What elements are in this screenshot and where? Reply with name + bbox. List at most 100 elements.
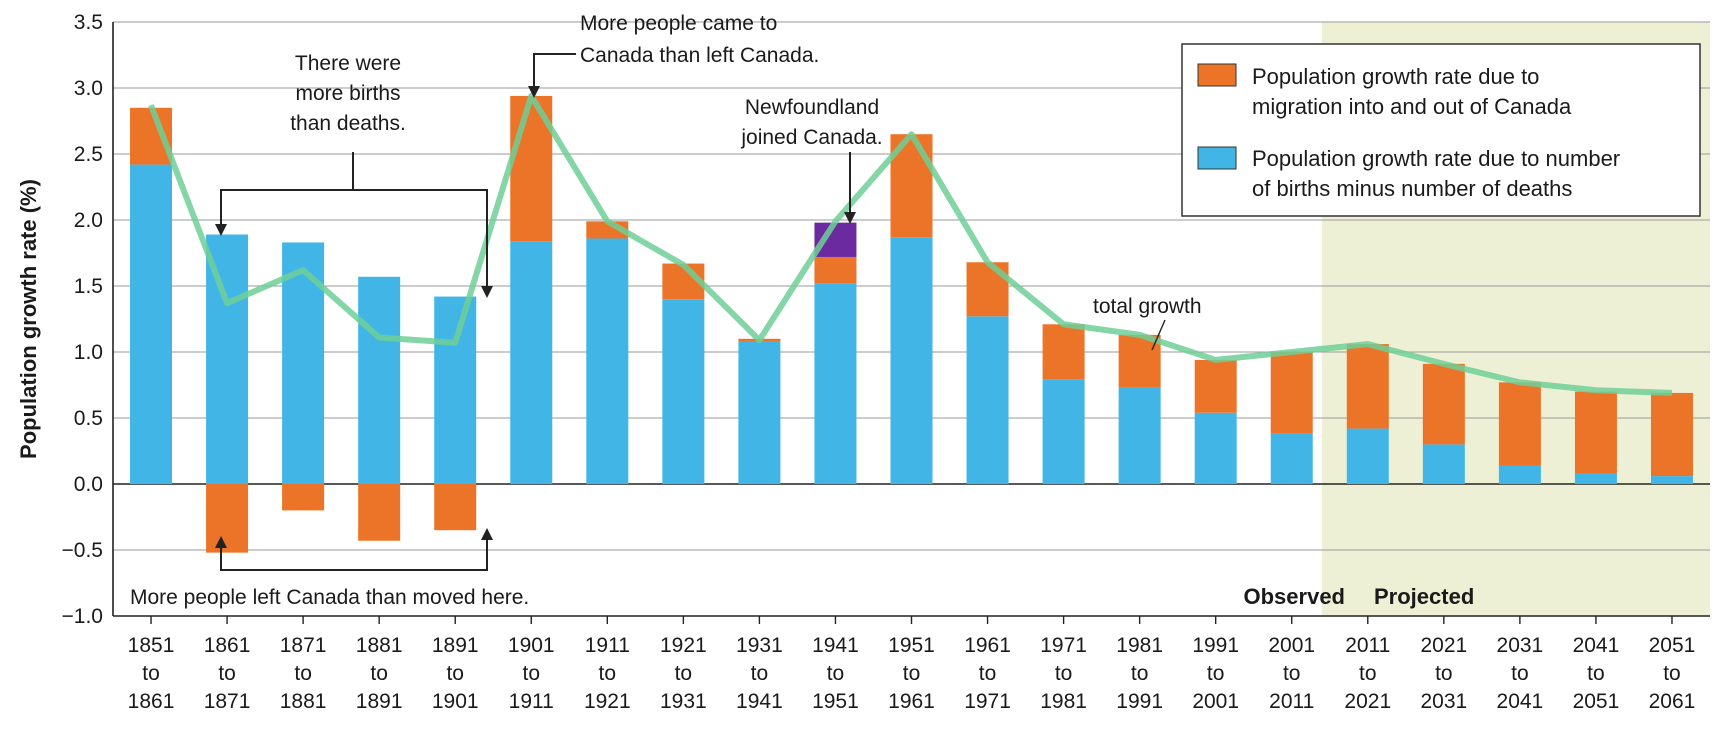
bar-natural-increase xyxy=(130,164,173,484)
annotation-arrowhead xyxy=(481,528,493,540)
y-tick-label: 3.5 xyxy=(74,11,103,34)
x-tick-label: to xyxy=(294,662,312,685)
annotation-arrowhead xyxy=(528,86,540,98)
x-tick-label: 1911 xyxy=(585,634,630,657)
x-tick-label: 1941 xyxy=(736,690,783,713)
bar-natural-increase xyxy=(1574,473,1617,484)
bar-migration xyxy=(282,484,325,511)
x-tick-label: 1951 xyxy=(888,634,935,657)
legend-label-migration: migration into and out of Canada xyxy=(1252,94,1572,119)
x-tick-label: to xyxy=(1207,662,1225,685)
x-tick-label: to xyxy=(1435,662,1453,685)
x-tick-label: 2011 xyxy=(1345,634,1390,657)
bar-natural-increase xyxy=(1118,387,1161,484)
x-tick-label: to xyxy=(599,662,617,685)
y-tick-label: 0.5 xyxy=(74,407,103,430)
annotation-births: more births xyxy=(295,82,400,105)
x-tick-label: 1861 xyxy=(204,634,251,657)
observed-label: Observed xyxy=(1244,584,1346,609)
x-tick-label: 1971 xyxy=(964,690,1011,713)
bar-migration xyxy=(1194,359,1237,413)
bar-natural-increase xyxy=(206,234,249,484)
legend-label-natural: of births minus number of deaths xyxy=(1252,176,1572,201)
projected-label: Projected xyxy=(1374,584,1474,609)
bar-migration xyxy=(1042,324,1085,380)
x-tick-label: 2031 xyxy=(1497,634,1544,657)
bar-natural-increase xyxy=(662,299,705,484)
bar-natural-increase xyxy=(738,341,781,484)
x-tick-label: 1901 xyxy=(432,690,479,713)
y-tick-label: 1.5 xyxy=(74,275,103,298)
bar-migration xyxy=(358,484,401,541)
x-tick-label: to xyxy=(903,662,921,685)
total-growth-label: total growth xyxy=(1093,295,1202,318)
x-tick-label: 1901 xyxy=(508,634,555,657)
x-tick-label: 1971 xyxy=(1040,634,1087,657)
legend-label-natural: Population growth rate due to number xyxy=(1252,146,1620,171)
total-growth-pointer xyxy=(1151,319,1166,351)
x-tick-label: 1881 xyxy=(356,634,403,657)
x-tick-label: to xyxy=(1587,662,1605,685)
x-tick-label: 1921 xyxy=(660,634,707,657)
x-tick-label: 2041 xyxy=(1497,690,1544,713)
annotation-migration-in: Canada than left Canada. xyxy=(580,44,819,67)
x-tick-label: 2041 xyxy=(1573,634,1620,657)
x-tick-label: 1961 xyxy=(888,690,935,713)
x-tick-label: 1871 xyxy=(280,634,327,657)
x-tick-label: to xyxy=(1283,662,1301,685)
bar-natural-increase xyxy=(1422,444,1465,484)
annotation-migration-out: More people left Canada than moved here. xyxy=(130,586,529,609)
annotation-arrowhead xyxy=(215,224,227,236)
x-tick-label: 1871 xyxy=(204,690,251,713)
bar-migration xyxy=(1650,392,1693,477)
x-tick-label: 1891 xyxy=(356,690,403,713)
bar-natural-increase xyxy=(510,241,553,484)
x-tick-label: 1911 xyxy=(509,690,554,713)
x-tick-label: 2051 xyxy=(1573,690,1620,713)
x-tick-label: 1881 xyxy=(280,690,327,713)
annotation-births: than deaths. xyxy=(290,112,406,135)
x-tick-label: to xyxy=(523,662,541,685)
x-tick-label: to xyxy=(1359,662,1377,685)
bar-natural-increase xyxy=(966,316,1009,484)
bar-migration xyxy=(1574,391,1617,474)
y-tick-label: 1.0 xyxy=(74,341,103,364)
annotation-migration-in: More people came to xyxy=(580,12,777,35)
x-tick-label: 2031 xyxy=(1420,690,1467,713)
legend-swatch-natural xyxy=(1197,146,1237,170)
bar-natural-increase xyxy=(1194,412,1237,484)
total-growth-line xyxy=(148,92,1673,396)
bar-migration xyxy=(1118,334,1161,388)
annotation-newfoundland: joined Canada. xyxy=(740,126,882,149)
x-tick-label: to xyxy=(979,662,997,685)
x-tick-label: 1981 xyxy=(1116,634,1163,657)
annotation-births: There were xyxy=(295,52,401,75)
x-tick-label: 1941 xyxy=(812,634,859,657)
x-tick-label: to xyxy=(1055,662,1073,685)
bar-migration xyxy=(434,484,477,531)
bar-natural-increase xyxy=(814,283,857,484)
annotation-arrowhead xyxy=(481,286,493,298)
annotation-migration-out-bracket xyxy=(220,536,488,571)
x-tick-label: 1961 xyxy=(964,634,1011,657)
x-tick-label: 2011 xyxy=(1269,690,1314,713)
legend: Population growth rate due to migration i… xyxy=(1181,43,1701,217)
x-tick-label: 1991 xyxy=(1116,690,1163,713)
legend-box xyxy=(1181,43,1701,217)
x-tick-label: 1861 xyxy=(128,690,175,713)
y-tick-label: −1.0 xyxy=(62,605,103,628)
x-tick-label: to xyxy=(370,662,388,685)
x-tick-label: 2001 xyxy=(1192,690,1239,713)
x-tick-label: 2021 xyxy=(1420,634,1467,657)
y-axis-label: Population growth rate (%) xyxy=(16,179,41,459)
y-tick-label: −0.5 xyxy=(62,539,103,562)
x-tick-label: to xyxy=(1511,662,1529,685)
bar-migration xyxy=(1498,382,1541,466)
annotation-arrowhead xyxy=(215,536,227,548)
y-tick-label: 3.0 xyxy=(74,77,103,100)
x-tick-label: to xyxy=(1131,662,1149,685)
x-tick-label: to xyxy=(1663,662,1681,685)
bar-natural-increase xyxy=(358,276,401,484)
